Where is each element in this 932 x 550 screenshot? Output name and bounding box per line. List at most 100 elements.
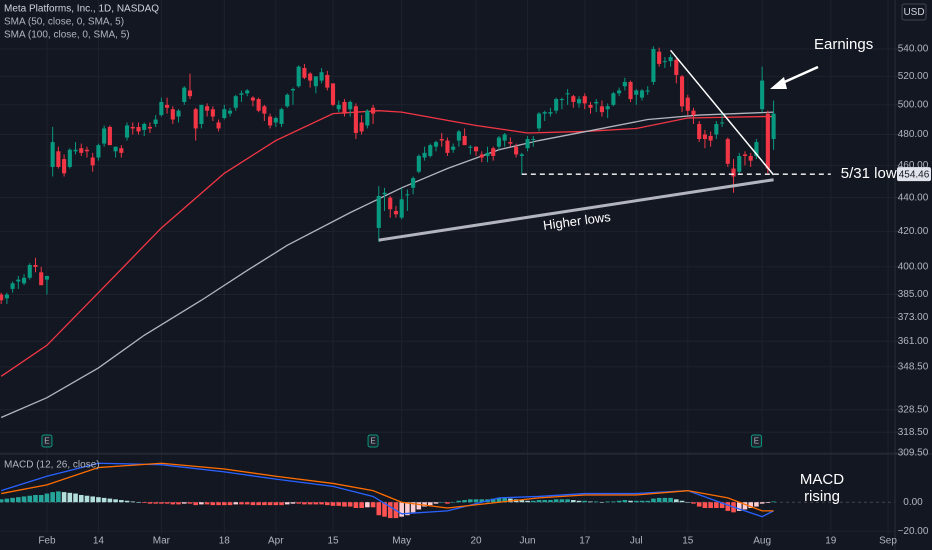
macd-histogram-bar [559,499,565,503]
candle-body [222,109,227,119]
macd-histogram-bar [382,502,387,517]
x-tick-label: Sep [879,536,897,547]
candle-body [411,178,416,188]
candle-body [170,109,175,120]
macd-histogram-bar [296,502,301,504]
macd-histogram-bar [473,499,479,503]
candle-body [519,154,524,156]
candle-body [239,93,244,95]
candle-body [44,275,49,280]
candle-body [531,139,536,141]
candle-body [107,126,112,146]
macd-histogram-bar [262,502,267,506]
candle-body [365,110,370,126]
currency-box[interactable] [901,3,927,21]
candle-body [39,272,44,286]
candle-body [153,119,158,124]
currency[interactable]: USD [903,7,924,18]
candle-body [130,126,135,129]
candle-body [416,155,421,172]
macd-histogram-bar [273,502,279,506]
sma-line [0,110,774,377]
x-tick-label: 15 [327,536,339,547]
candle-body [554,99,559,111]
candle-body [473,146,479,152]
candle-body [90,157,95,166]
macd-histogram-bar [96,497,101,503]
macd-histogram-bar [496,497,502,503]
candle-body [27,265,32,278]
macd-histogram-bar [113,499,118,503]
macd-histogram-bar [748,502,753,508]
candle-body [21,277,27,284]
macd-histogram-bar [302,502,307,505]
sma-line [0,111,774,419]
macd-histogram-bar [336,502,342,506]
macd-histogram-bar [187,502,193,504]
candle-body [588,104,593,108]
macd-histogram-bar [725,502,731,511]
macd-histogram-bar [199,502,204,505]
macd-histogram-bar [519,500,525,503]
macd-histogram-bar [719,502,725,508]
macd-histogram-bar [462,500,467,503]
arrow-head [770,77,787,89]
candle-body [16,279,21,282]
macd-histogram-bar [141,502,147,503]
candle-body [491,148,496,156]
candle-body [336,104,341,110]
candle-body [187,90,193,97]
candle-body [439,139,444,141]
macd-histogram-bar [599,502,605,503]
macd-histogram-bar [38,495,44,503]
macd-histogram-bar [536,500,542,503]
legend-entry: SMA (100, close, 0, SMA, 5) [4,30,130,41]
x-tick-label: 18 [219,536,231,547]
candle-body [765,113,770,169]
candle-body [405,194,410,196]
candle-body [559,99,564,101]
macd-histogram-bar [159,502,164,504]
x-tick-label: Jun [519,536,535,547]
macd-tick-label: 0.00 [903,497,923,508]
macd-histogram-bar [668,497,673,503]
macd-histogram-bar [330,502,336,506]
macd-histogram-bar [622,500,628,503]
macd-histogram-bar [405,502,410,516]
macd-histogram-bar [702,502,708,508]
macd-histogram-bar [0,499,4,503]
candle-body [371,107,376,114]
candle-body [594,101,599,104]
macd-histogram-bar [370,502,376,508]
candle-body [525,139,530,149]
macd-histogram-bar [130,501,136,503]
candle-body [205,106,210,111]
candle-body [84,149,90,152]
macd-histogram-bar [67,492,73,503]
candle-body [599,106,604,113]
macd-histogram-bar [708,502,713,508]
macd-histogram-bar [593,501,599,503]
macd-histogram-bar [525,500,530,503]
macd-histogram-bar [754,502,759,507]
candle-body [628,81,633,100]
macd-histogram-bar [284,502,290,505]
candle-body [227,110,233,114]
candle-body [393,210,399,215]
y-tick-label: 540.00 [898,44,929,55]
macd-histogram-bar [376,502,382,516]
x-tick-label: May [392,536,411,547]
candle-body [514,146,519,155]
macd-histogram-bar [439,502,445,503]
macd-histogram-bar [176,502,181,505]
candle-body [771,113,776,140]
candle-body [754,142,759,156]
macd-histogram-bar [771,501,776,503]
macd-histogram-bar [656,497,662,503]
macd-histogram-bar [347,502,353,507]
macd-histogram-bar [633,500,639,503]
macd-histogram-bar [90,496,95,503]
candle-body [536,113,542,129]
candle-body [605,106,610,110]
candle-body [668,57,673,62]
